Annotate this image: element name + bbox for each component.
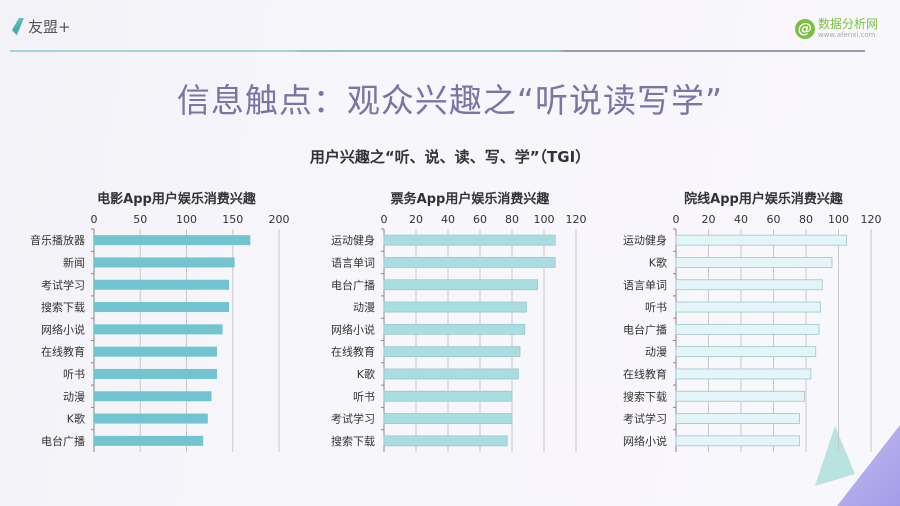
bar: [94, 279, 230, 290]
category-label: 运动健身: [623, 233, 667, 247]
category-label: 听书: [63, 368, 85, 381]
brand-name: 友盟+: [28, 18, 71, 36]
category-label: 新闻: [63, 255, 85, 269]
partner-name: 数据分析网: [817, 17, 878, 31]
tick-label: 0: [91, 213, 98, 226]
category-label: 搜索下载: [41, 300, 85, 314]
tick-label: 80: [505, 213, 519, 226]
category-label: 搜索下载: [331, 434, 375, 448]
category-label: 网络小说: [331, 322, 375, 336]
bar: [675, 279, 823, 291]
category-label: 在线教育: [623, 367, 667, 381]
tick-label: 20: [702, 213, 716, 226]
category-label: 语言单词: [331, 256, 375, 269]
category-label: 听书: [645, 301, 667, 314]
category-label: 考试学习: [41, 278, 85, 292]
bar: [94, 391, 212, 402]
bar: [94, 368, 218, 379]
bar: [94, 346, 218, 357]
bar: [383, 234, 556, 246]
bar: [94, 435, 204, 446]
bar: [675, 413, 800, 424]
bar: [383, 279, 539, 291]
bar: [94, 235, 251, 246]
partner-logo: @ 数据分析网 www.afenxi.com: [794, 17, 878, 39]
category-label: 动漫: [63, 389, 85, 403]
brand-logo: 友盟+: [12, 16, 71, 37]
bar: [94, 324, 223, 335]
tick-label: 0: [381, 213, 388, 226]
category-label: 语言单词: [623, 279, 667, 292]
bar: [94, 257, 235, 268]
tick-label: 100: [534, 213, 555, 226]
bar: [675, 390, 805, 402]
tick-label: 40: [441, 213, 455, 226]
bar: [383, 323, 526, 335]
chart-3: 院线App用户娱乐消费兴趣 0 20 40 60 80 100 120 运动健身 K歌语言单词听书…: [623, 191, 882, 452]
at-icon: @: [794, 18, 815, 39]
category-label: 网络小说: [623, 434, 667, 448]
category-label: 音乐播放器: [30, 233, 85, 247]
bar: [94, 302, 230, 313]
category-label: K歌: [649, 255, 667, 269]
tick-label: 100: [828, 213, 849, 226]
partner-url: www.afenxi.com: [817, 31, 876, 39]
chart-title: 票务App用户娱乐消费兴趣: [391, 191, 551, 207]
tick-label: 0: [673, 213, 680, 226]
bar: [675, 301, 822, 313]
bar: [383, 435, 508, 447]
category-label: 电台广播: [623, 322, 667, 336]
category-label: 考试学习: [623, 412, 667, 426]
category-label: 搜索下载: [623, 389, 667, 403]
tick-label: 200: [269, 213, 290, 226]
category-label: 在线教育: [331, 345, 375, 359]
bar: [675, 346, 817, 358]
category-label: 考试学习: [331, 412, 375, 426]
chart-title: 院线App用户娱乐消费兴趣: [684, 191, 844, 207]
bar: [675, 435, 800, 447]
chart-title: 电影App用户娱乐消费兴趣: [97, 191, 257, 207]
tick-label: 20: [409, 213, 423, 226]
category-label: 动漫: [353, 300, 375, 314]
tick-label: 80: [799, 213, 813, 226]
bar: [383, 368, 519, 380]
tick-label: 100: [176, 213, 197, 226]
bar: [383, 257, 556, 268]
category-label: 电台广播: [41, 434, 85, 448]
category-label: 动漫: [645, 345, 667, 359]
bar: [675, 257, 833, 268]
bar: [383, 346, 521, 358]
bar: [675, 323, 820, 335]
bar: [383, 390, 513, 402]
tick-label: 120: [566, 213, 587, 226]
tick-label: 50: [133, 213, 147, 226]
tick-label: 40: [734, 213, 748, 226]
bar: [383, 301, 527, 313]
category-label: K歌: [357, 367, 375, 381]
bar: [383, 413, 513, 424]
page-subtitle: 用户兴趣之“听、说、读、写、学”（TGI）: [309, 148, 591, 166]
category-label: 网络小说: [41, 322, 85, 336]
category-label: 在线教育: [41, 345, 85, 359]
bar: [675, 368, 812, 380]
tick-label: 120: [861, 213, 882, 226]
category-label: K歌: [67, 412, 85, 426]
category-label: 运动健身: [331, 233, 375, 247]
bar: [675, 234, 848, 246]
tick-label: 60: [767, 213, 781, 226]
bar: [94, 413, 208, 424]
header-divider: [10, 50, 865, 52]
category-label: 听书: [353, 390, 375, 403]
category-label: 电台广播: [331, 278, 375, 292]
tick-label: 60: [473, 213, 487, 226]
tick-label: 150: [222, 213, 243, 226]
chart-1: 电影App用户娱乐消费兴趣 0 50 100 150 200 音乐播放器新闻考试学习搜索下载…: [30, 191, 290, 452]
page-title: 信息触点：观众兴趣之“听说读写学”: [176, 81, 724, 120]
